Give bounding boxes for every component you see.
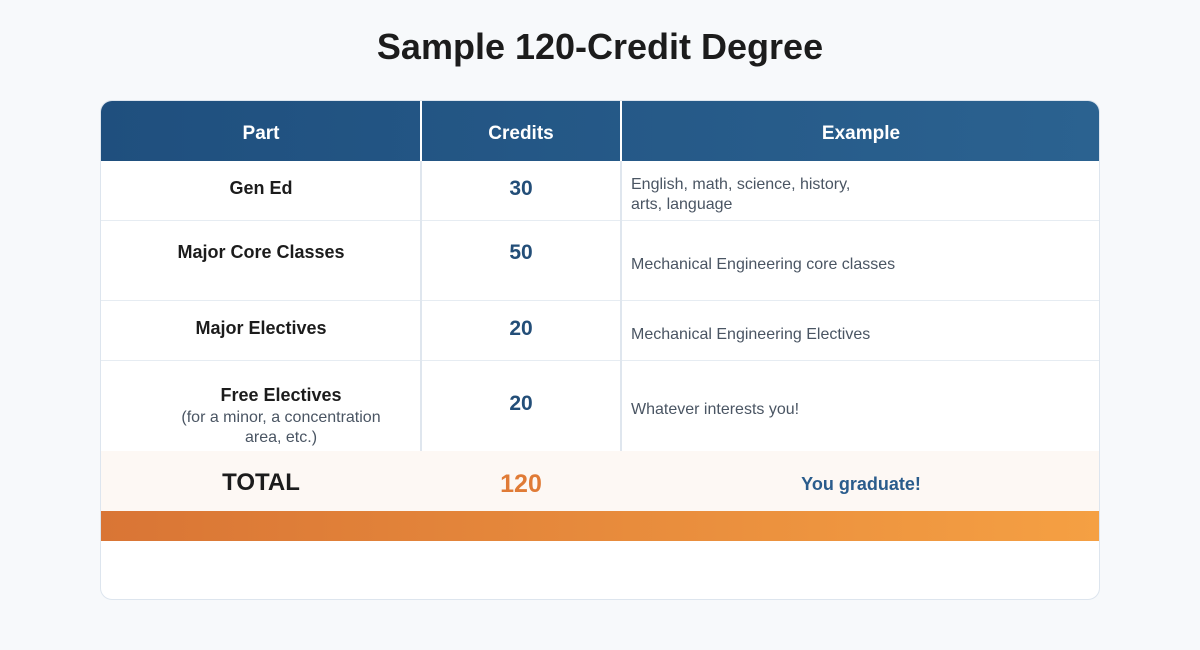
credits-value: 20 [509, 317, 533, 340]
example-text: English, math, science, history, arts, l… [631, 175, 851, 213]
header-credits: Credits [488, 123, 554, 144]
part-name: Major Electives [195, 318, 327, 338]
divider [420, 101, 422, 161]
total-label: TOTAL [222, 469, 300, 496]
part-name: Free Electives [220, 385, 342, 405]
degree-table: Part Credits Example Gen Ed 30 English, … [100, 100, 1100, 600]
table-row: Major Core Classes 50 Mechanical Enginee… [101, 221, 1099, 301]
part-name: Gen Ed [229, 178, 293, 198]
accent-bar [101, 511, 1099, 541]
part-cell: Free Electives (for a minor, a concentra… [101, 361, 421, 451]
table-row: Free Electives (for a minor, a concentra… [101, 361, 1099, 451]
part-name: Major Core Classes [177, 242, 345, 262]
header-part: Part [242, 123, 280, 144]
page-title: Sample 120-Credit Degree [376, 26, 824, 67]
total-note: You graduate! [801, 474, 921, 494]
header-example: Example [821, 123, 901, 144]
example-text: Whatever interests you! [631, 401, 800, 418]
table-row: Major Electives 20 Mechanical Engineerin… [101, 301, 1099, 361]
part-subtext: (for a minor, a concentration area, etc.… [181, 409, 381, 446]
credits-value: 20 [509, 392, 533, 415]
total-row: TOTAL 120 You graduate! [101, 451, 1099, 511]
divider [420, 161, 422, 451]
credits-value: 50 [509, 241, 533, 264]
example-text: Mechanical Engineering Electives [631, 325, 871, 343]
table-header: Part Credits Example [101, 101, 1099, 161]
divider [620, 161, 622, 451]
table-row: Gen Ed 30 English, math, science, histor… [101, 161, 1099, 221]
total-credits: 120 [500, 470, 542, 498]
divider [620, 101, 622, 161]
credits-value: 30 [509, 177, 533, 200]
example-text: Mechanical Engineering core classes [631, 255, 896, 273]
